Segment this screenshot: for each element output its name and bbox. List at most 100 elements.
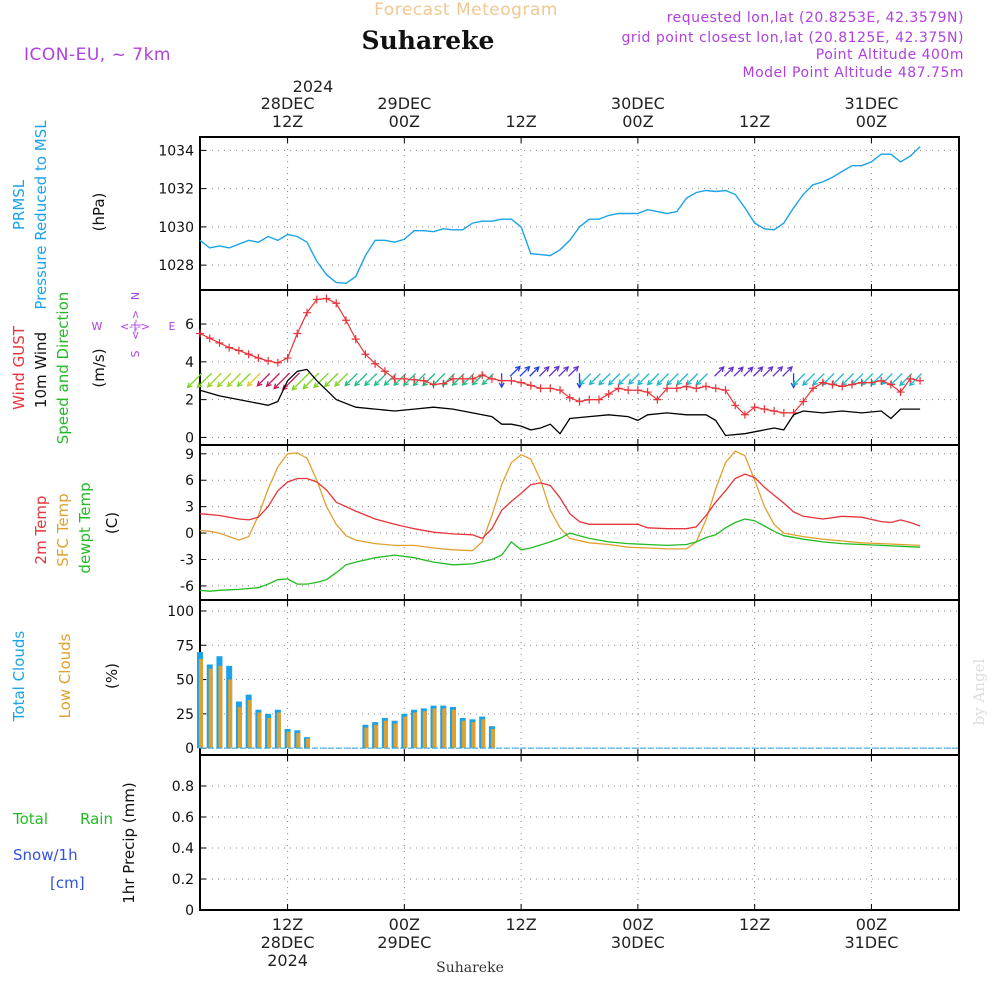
wind-arrowhead [344, 380, 351, 387]
gust-marker [556, 386, 565, 395]
gust-marker [721, 386, 730, 395]
gust-marker [565, 393, 574, 402]
low-cloud-bar [306, 738, 311, 749]
chart-title: Forecast Meteogram [374, 0, 558, 20]
gust-marker [205, 334, 214, 343]
low-cloud-bar [393, 723, 398, 749]
gust-marker [458, 374, 467, 383]
compass-s: S [129, 350, 142, 357]
compass-n: N [129, 292, 142, 300]
gust-marker [828, 380, 837, 389]
requested-coords: requested lon,lat (20.8253E, 42.3579N) [667, 10, 964, 26]
gust-marker [429, 380, 438, 389]
wind-arrowhead [323, 381, 330, 388]
wind-arrowhead [718, 366, 725, 373]
low-cloud-bar [422, 711, 427, 749]
sfc-temp-label: SFC Temp [54, 493, 72, 566]
wind-arrow [344, 373, 358, 386]
y-tick-label: 4 [185, 355, 194, 371]
top-date-label: 31DEC [844, 94, 898, 113]
gust-marker [487, 374, 496, 383]
wind-arrowhead [728, 366, 735, 373]
bottom-date-label: 28DEC [261, 933, 315, 952]
wind-arrow [529, 366, 540, 377]
pressure-unit: (hPa) [90, 193, 108, 232]
gust-marker [478, 371, 487, 380]
top-hour-label: 00Z [622, 112, 653, 131]
top-year-label: 2024 [293, 77, 334, 96]
wind-arrowhead [899, 380, 906, 387]
grid-point-coords: grid point closest lon,lat (20.8125E, 42… [621, 30, 964, 46]
gust-marker [770, 406, 779, 415]
bottom-hour-label: 00Z [389, 915, 420, 934]
wind-arrow [374, 373, 387, 386]
wind-arrow [831, 373, 845, 386]
gust-marker [604, 389, 613, 398]
gust-marker [312, 295, 321, 304]
wind-arrowhead [786, 365, 793, 372]
low-cloud-bar [208, 668, 213, 749]
low-cloud-bar [276, 712, 281, 749]
wind-arrowhead [383, 380, 390, 387]
gust-marker [916, 376, 925, 385]
wind-arrow [733, 366, 744, 377]
y-tick-label: 0.2 [172, 872, 194, 888]
gust-marker [847, 380, 856, 389]
top-hour-label: 12Z [272, 112, 303, 131]
top-hour-label: 00Z [389, 112, 420, 131]
wind-arrow [743, 366, 754, 377]
wind-arrow [568, 366, 579, 377]
gust-marker [517, 378, 526, 387]
compass-h-arrow: <-|-> [120, 320, 150, 333]
wind-arrowhead [777, 365, 784, 372]
wind-barbs [186, 365, 923, 391]
bottom-hour-label: 12Z [272, 915, 303, 934]
gust-marker [575, 397, 584, 406]
low-cloud-bar [452, 709, 456, 749]
wind-arrowhead [226, 381, 233, 388]
gust-marker [225, 343, 234, 352]
gust-marker [468, 374, 477, 383]
wind-arrowhead [236, 381, 243, 388]
wind-arrowhead [471, 379, 478, 386]
wind-arrow [558, 366, 569, 377]
low-cloud-bar [257, 712, 262, 749]
wind-arrowhead [757, 366, 764, 373]
gust-label: Wind GUST [10, 325, 28, 410]
wind-arrowhead [353, 380, 360, 387]
wind-arrowhead [461, 379, 468, 386]
wind-arrowhead [206, 381, 213, 388]
wind-arrowhead [646, 379, 653, 386]
wind-arrow [334, 372, 349, 387]
gust-marker [750, 403, 759, 412]
top-date-label: 28DEC [261, 94, 315, 113]
gust-marker [799, 397, 808, 406]
wind-arrowhead [291, 384, 298, 391]
y-tick-label: -3 [180, 552, 194, 568]
wind-arrowhead [543, 365, 550, 372]
panel-4: 0 0.2 0.4 0.6 0.8 [172, 754, 960, 919]
low-cloud-bar [228, 679, 233, 749]
low-cloud-bar [432, 708, 437, 749]
low-cloud-bar [286, 731, 291, 749]
gust-marker [867, 378, 876, 387]
gust-marker [497, 376, 506, 385]
gust-marker [303, 308, 312, 317]
panel-2: -6 -3 0 3 6 9 [180, 444, 960, 601]
wind-arrow [851, 373, 864, 386]
wind-arrow [762, 366, 773, 377]
point-altitude: Point Altitude 400m [816, 47, 964, 63]
model-altitude: Model Point Altitude 487.75m [743, 65, 964, 81]
gust-marker [643, 388, 652, 397]
low-cloud-bar [247, 700, 252, 749]
y-tick-label: -6 [180, 579, 194, 595]
gust-line [199, 297, 921, 416]
y-tick-label: 3 [185, 500, 194, 516]
gust-marker [711, 384, 720, 393]
y-tick-label: 9 [185, 447, 194, 463]
gust-marker [439, 379, 448, 388]
gust-marker [332, 299, 341, 308]
wind-arrow [227, 372, 242, 387]
gust-marker [507, 376, 516, 385]
